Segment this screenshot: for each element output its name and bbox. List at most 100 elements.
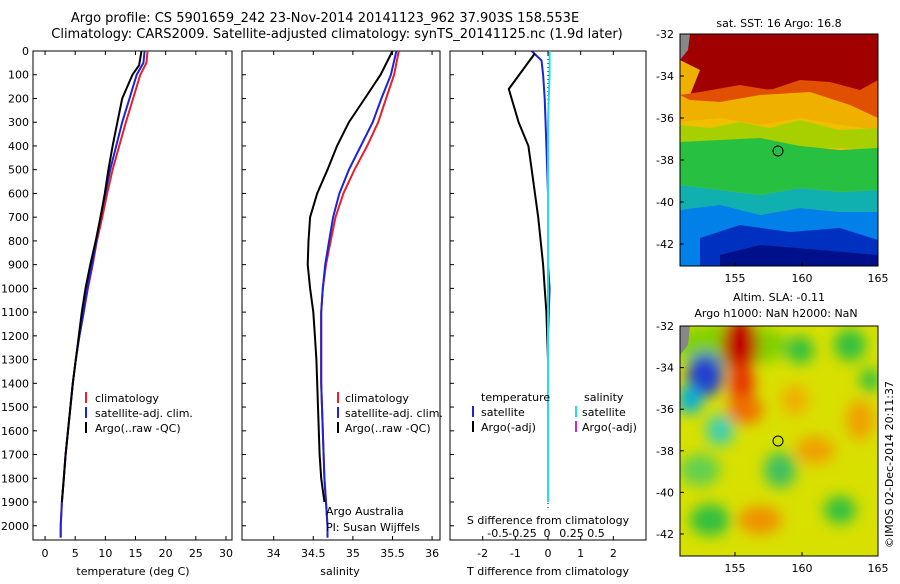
x-top-tick-label: -0.5 — [487, 527, 508, 540]
y-tick-label: 2000 — [1, 520, 29, 533]
map-y-tick-label: -32 — [656, 28, 674, 41]
y-tick-label: 1000 — [1, 282, 29, 295]
y-tick-label: 1900 — [1, 496, 29, 509]
annotation-pi: PI: Susan Wijffels — [326, 521, 420, 534]
map-y-tick-label: -34 — [656, 70, 674, 83]
sst-map-image — [680, 34, 878, 266]
map-y-tick-label: -42 — [656, 238, 674, 251]
map-x-tick-label: 160 — [792, 562, 813, 575]
map-x-tick-label: 165 — [868, 562, 889, 575]
argo-location-marker-sla — [772, 435, 784, 447]
imos-credit: ©IMOS 02-Dec-2014 20:11:37 — [883, 381, 896, 548]
series-line-climatology — [59, 50, 149, 538]
y-tick-label: 1800 — [1, 472, 29, 485]
annotation-argo-australia: Argo Australia — [326, 505, 404, 518]
legend-label: Argo(-adj) — [481, 421, 536, 434]
y-tick-label: 1400 — [1, 377, 29, 390]
y-tick-label: 600 — [8, 187, 29, 200]
map-x-tick-label: 155 — [725, 562, 746, 575]
map-y-tick-label: -42 — [656, 528, 674, 541]
sst-map-title: sat. SST: 16 Argo: 16.8 — [716, 17, 841, 30]
x-top-tick-label: 0.5 — [587, 527, 605, 540]
map-y-tick-label: -32 — [656, 320, 674, 333]
y-tick-label: 1600 — [1, 425, 29, 438]
salinity-panel-frame — [241, 50, 441, 541]
temperature-panel-frame — [32, 50, 233, 541]
legend-label: Argo(..raw -QC) — [345, 422, 431, 435]
y-tick-label: 500 — [8, 164, 29, 177]
sst-map-frame — [679, 33, 879, 267]
legend-label: climatology — [95, 392, 159, 405]
legend-label: Argo(..raw -QC) — [95, 422, 181, 435]
x-tick-label: 34.5 — [301, 547, 326, 560]
series-line-satellite — [531, 50, 551, 502]
legend-label: satellite — [582, 406, 626, 419]
map-y-tick-label: -38 — [656, 445, 674, 458]
temperature-x-label: temperature (deg C) — [76, 565, 189, 578]
difference-plot: -2 -1 0 1 2 -0.5 -0.25 0 0.25 0.5 — [450, 50, 617, 560]
series-line-satellite — [320, 50, 398, 538]
legend-title-temperature: temperature — [481, 391, 550, 404]
difference-top-x-label: S difference from climatology — [467, 514, 630, 527]
y-tick-label: 1500 — [1, 401, 29, 414]
x-tick-label: 2 — [610, 547, 617, 560]
y-tick-label: 800 — [8, 235, 29, 248]
legend-label: satellite — [481, 406, 525, 419]
legend-label: climatology — [345, 392, 409, 405]
map-x-tick-label: 160 — [792, 272, 813, 285]
y-tick-label: 100 — [8, 69, 29, 82]
y-tick-label: 700 — [8, 211, 29, 224]
series-line-climatology — [320, 50, 400, 538]
sla-map-image — [680, 326, 878, 556]
sla-map-title: Altim. SLA: -0.11 — [733, 291, 825, 304]
map-y-tick-label: -38 — [656, 154, 674, 167]
x-tick-label: 36 — [425, 547, 439, 560]
y-tick-label: 1200 — [1, 330, 29, 343]
map-y-tick-label: -36 — [656, 112, 674, 125]
x-tick-label: 25 — [189, 547, 203, 560]
temperature-legend: climatology satellite-adj. clim. Argo(..… — [85, 392, 193, 435]
map-y-tick-label: -40 — [656, 486, 674, 499]
series-line-sal_satellite — [547, 51, 551, 502]
y-tick-label: 1100 — [1, 306, 29, 319]
difference-x-label: T difference from climatology — [466, 565, 629, 578]
sla-map-frame — [679, 325, 879, 557]
x-tick-label: 0 — [42, 547, 49, 560]
y-tick-label: 300 — [8, 116, 29, 129]
sla-map-title-line2: Argo h1000: NaN h2000: NaN — [694, 307, 857, 320]
y-tick-label: 1300 — [1, 354, 29, 367]
x-tick-label: 10 — [98, 547, 112, 560]
salinity-legend: climatology satellite-adj. clim. Argo(..… — [326, 392, 443, 534]
map-y-tick-label: -40 — [656, 196, 674, 209]
series-line-satellite — [59, 50, 146, 538]
series-line-argo — [306, 50, 394, 503]
x-tick-label: 35 — [346, 547, 360, 560]
legend-title-salinity: salinity — [584, 391, 624, 404]
temperature-plot: 0 5 10 15 20 25 300100200300400500600700800900… — [1, 45, 233, 560]
figure-title-line2: Climatology: CARS2009. Satellite-adjuste… — [51, 27, 623, 42]
x-tick-label: -2 — [477, 547, 488, 560]
x-tick-label: 35.5 — [380, 547, 405, 560]
x-tick-label: 20 — [159, 547, 173, 560]
x-tick-label: 34 — [267, 547, 281, 560]
sst-map-axes: 155 160 165 -32 -34 -36 -38 -40 -42 — [656, 28, 888, 285]
figure-title-line1: Argo profile: CS 5901659_242 23-Nov-2014… — [71, 11, 579, 26]
map-x-tick-label: 165 — [868, 272, 889, 285]
series-line-argo — [507, 52, 549, 502]
legend-label: satellite-adj. clim. — [95, 407, 193, 420]
difference-legend: temperature salinity satellite Argo(-adj… — [472, 391, 637, 434]
x-tick-label: 1 — [577, 547, 584, 560]
y-tick-label: 400 — [8, 140, 29, 153]
x-tick-label: 15 — [129, 547, 143, 560]
x-tick-label: -1 — [510, 547, 521, 560]
argo-location-marker — [772, 145, 784, 157]
map-y-tick-label: -34 — [656, 362, 674, 375]
x-top-tick-label: 0.25 — [559, 527, 584, 540]
x-tick-label: 0 — [545, 547, 552, 560]
x-tick-label: 5 — [72, 547, 79, 560]
y-tick-label: 900 — [8, 259, 29, 272]
map-y-tick-label: -36 — [656, 403, 674, 416]
series-line-argo — [60, 50, 143, 503]
legend-label: Argo(-adj) — [582, 421, 637, 434]
